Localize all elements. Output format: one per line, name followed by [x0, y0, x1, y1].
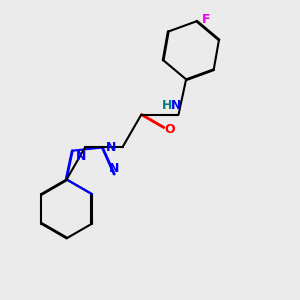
Text: H: H: [161, 98, 172, 112]
Text: N: N: [109, 162, 119, 175]
Text: N: N: [106, 141, 116, 154]
Text: N: N: [76, 150, 87, 163]
Text: N: N: [171, 98, 182, 112]
Text: F: F: [202, 13, 210, 26]
Text: O: O: [164, 123, 175, 136]
